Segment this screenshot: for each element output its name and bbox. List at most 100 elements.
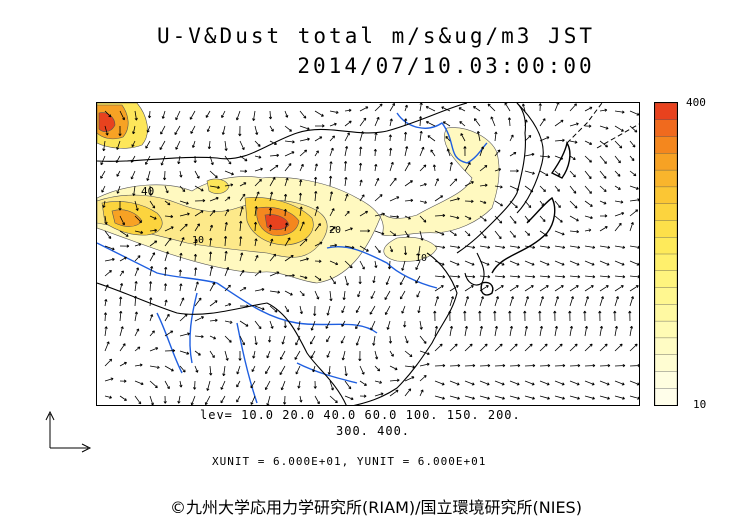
wind-arrow xyxy=(177,395,181,404)
wind-arrow xyxy=(329,395,338,404)
wind-arrow xyxy=(358,350,362,362)
wind-arrow xyxy=(479,260,490,266)
wind-arrow xyxy=(119,395,127,401)
wind-arrow xyxy=(329,380,334,391)
wind-arrow xyxy=(221,110,226,118)
wind-arrow xyxy=(299,179,303,187)
colorbar-swatch xyxy=(654,186,678,205)
wind-arrow xyxy=(479,183,488,187)
wind-arrow xyxy=(104,358,113,367)
wind-arrow xyxy=(403,131,408,142)
wind-arrow xyxy=(389,177,397,187)
wind-arrow xyxy=(254,320,262,330)
wind-arrow xyxy=(404,180,413,187)
wind-arrow xyxy=(358,162,363,172)
wind-arrow xyxy=(344,260,353,269)
wind-arrow xyxy=(432,164,437,172)
wind-arrow xyxy=(119,215,125,226)
wind-arrow xyxy=(104,395,112,399)
wind-arrow xyxy=(164,380,170,390)
wind-arrow xyxy=(209,282,216,292)
wind-arrow xyxy=(344,275,349,286)
wind-arrow xyxy=(459,121,466,127)
wind-arrow xyxy=(329,226,336,232)
wind-arrow xyxy=(179,223,188,232)
wind-arrow xyxy=(284,273,295,278)
wind-arrow xyxy=(494,230,502,240)
wind-arrow xyxy=(119,361,127,367)
wind-arrow xyxy=(417,245,421,257)
wind-arrow xyxy=(149,314,154,322)
wind-arrow xyxy=(224,221,228,232)
wind-arrow xyxy=(269,253,277,262)
wind-arrow xyxy=(569,275,581,279)
wind-arrow xyxy=(524,380,535,386)
wind-arrow xyxy=(297,380,301,389)
wind-arrow xyxy=(404,335,409,344)
wind-arrow xyxy=(104,377,114,382)
wind-arrow xyxy=(344,227,353,232)
wind-arrow xyxy=(284,254,294,262)
wind-arrow xyxy=(629,325,634,337)
wind-arrow xyxy=(130,155,136,163)
wind-arrow xyxy=(434,245,446,249)
wind-arrow xyxy=(163,283,168,292)
colorbar-swatch xyxy=(654,304,678,322)
wind-arrow xyxy=(314,223,321,232)
wind-arrow xyxy=(524,152,535,157)
wind-arrow xyxy=(494,245,506,249)
wind-arrow xyxy=(179,313,188,322)
wind-arrow xyxy=(524,215,530,223)
wind-arrow xyxy=(326,335,331,343)
wind-arrow xyxy=(508,310,512,322)
wind-arrow xyxy=(279,365,286,376)
wind-arrow xyxy=(629,285,639,292)
wind-arrow xyxy=(179,170,183,178)
wind-arrow xyxy=(134,200,139,211)
wind-arrow xyxy=(254,125,259,135)
wind-arrow xyxy=(419,350,430,356)
wind-arrow xyxy=(131,140,136,148)
wind-arrow xyxy=(314,206,319,217)
wind-arrow xyxy=(284,151,295,157)
wind-arrow xyxy=(629,185,639,190)
wind-arrow xyxy=(584,395,595,400)
wind-arrow xyxy=(194,334,204,339)
wind-arrow xyxy=(101,185,106,193)
wind-arrow xyxy=(419,130,423,142)
wind-arrow xyxy=(599,325,604,337)
wind-arrow xyxy=(206,125,211,133)
wind-arrow xyxy=(344,132,350,142)
wind-arrow xyxy=(538,103,542,112)
wind-arrow xyxy=(134,110,138,121)
wind-arrow xyxy=(164,226,174,232)
wind-arrow xyxy=(628,310,632,322)
wind-arrow xyxy=(372,335,376,346)
wind-arrow xyxy=(359,229,371,233)
wind-arrow xyxy=(479,343,488,352)
colorbar-swatch xyxy=(654,203,678,222)
wind-arrow xyxy=(309,335,316,345)
wind-arrow xyxy=(254,178,262,187)
wind-arrow xyxy=(384,290,391,300)
copyright-notice: ©九州大学応用力学研究所(RIAM)/国立環境研究所(NIES) xyxy=(170,498,582,517)
wind-arrow xyxy=(284,125,292,132)
wind-arrow xyxy=(193,380,197,390)
wind-arrow xyxy=(149,395,154,405)
wind-arrow xyxy=(238,125,242,137)
wind-arrow xyxy=(254,335,258,346)
wind-arrow xyxy=(584,215,593,220)
wind-arrow xyxy=(449,161,453,172)
wind-arrow xyxy=(449,285,459,292)
wind-arrow xyxy=(554,296,559,307)
wind-arrow xyxy=(269,164,279,172)
wind-arrow xyxy=(102,200,106,208)
wind-arrow xyxy=(344,108,352,112)
wind-arrow xyxy=(374,212,386,217)
wind-arrow xyxy=(445,135,451,142)
wind-arrow xyxy=(209,209,216,217)
wind-arrow xyxy=(134,267,140,277)
wind-arrow xyxy=(448,310,452,322)
wind-arrow xyxy=(239,335,246,346)
wind-arrow xyxy=(539,215,546,222)
